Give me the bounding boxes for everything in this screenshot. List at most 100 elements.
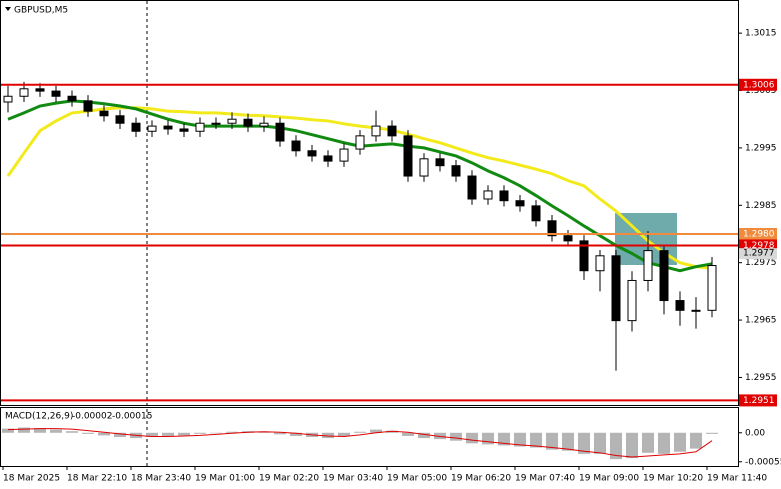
y-tick-label: 1.2975 <box>745 258 777 268</box>
candle-body <box>563 235 573 242</box>
candle-body <box>291 140 301 152</box>
candle-body <box>531 205 541 222</box>
macd-bar <box>386 430 398 433</box>
candle-body <box>435 158 445 167</box>
candle-body <box>195 122 205 132</box>
candle-body <box>163 125 173 130</box>
candle-body <box>3 95 13 103</box>
x-tick-label: 19 Mar 03:40 <box>323 474 383 484</box>
macd-bar <box>690 432 702 449</box>
level-label-box <box>739 394 777 407</box>
candle-body <box>51 90 61 97</box>
macd-bar <box>578 432 590 454</box>
macd-bar <box>562 432 574 451</box>
macd-bar <box>498 432 510 446</box>
current-price-label: 1.2977 <box>743 249 775 259</box>
candle-body <box>483 190 493 200</box>
macd-bar <box>274 432 286 435</box>
candle-body <box>83 100 93 112</box>
macd-panel-frame <box>0 407 739 467</box>
x-tick-label: 19 Mar 02:20 <box>259 474 319 484</box>
macd-bar <box>82 432 94 434</box>
y-tick-label: 1.3015 <box>745 29 777 39</box>
candle-body <box>259 122 269 127</box>
macd-bar <box>322 432 334 439</box>
candle-body <box>691 309 701 312</box>
macd-bar <box>162 432 174 436</box>
candle-body <box>419 158 429 177</box>
title-arrow <box>5 7 11 11</box>
candle-body <box>35 88 45 92</box>
macd-bar <box>66 431 78 433</box>
x-tick-label: 19 Mar 10:20 <box>643 474 703 484</box>
candle-body <box>403 135 413 177</box>
macd-bar <box>114 432 126 437</box>
macd-signal-value: -0.00015 <box>112 412 152 422</box>
y-tick-label: 0.00 <box>745 428 765 438</box>
x-tick-label: 19 Mar 01:00 <box>195 474 255 484</box>
x-tick-label: 18 Mar 2025 <box>3 474 60 484</box>
macd-bar <box>146 432 158 437</box>
x-tick-label: 19 Mar 09:00 <box>579 474 639 484</box>
y-tick-label: 1.2995 <box>745 143 777 153</box>
current-price-box <box>739 248 777 260</box>
candle-body <box>355 135 365 150</box>
candle-body <box>179 128 189 132</box>
candle-body <box>339 148 349 162</box>
candle-body <box>611 255 621 322</box>
candle-body <box>307 150 317 157</box>
x-tick-label: 19 Mar 05:00 <box>387 474 447 484</box>
candle-body <box>659 250 669 302</box>
candle-body <box>579 240 589 272</box>
candle-body <box>499 190 509 202</box>
macd-signal <box>7 428 713 458</box>
candle-body <box>467 175 477 200</box>
y-tick-label: 1.2965 <box>745 316 777 326</box>
candle-body <box>99 110 109 117</box>
y-tick-label: 1.3005 <box>745 86 777 96</box>
macd-bar <box>642 432 654 453</box>
candle-body <box>19 88 29 97</box>
level-label: 1.3006 <box>743 80 775 90</box>
macd-bar <box>194 432 206 434</box>
macd-value: -0.00002 <box>72 412 112 422</box>
candle-body <box>211 122 221 125</box>
macd-bar <box>34 428 46 433</box>
candle-body <box>643 250 653 281</box>
candle-body <box>275 122 285 142</box>
macd-bar <box>178 432 190 436</box>
macd-bar <box>450 432 462 441</box>
macd-bar <box>258 431 270 433</box>
macd-bar <box>18 427 30 433</box>
macd-bar <box>530 432 542 448</box>
chart-title: GBPUSD,M5 <box>14 6 68 16</box>
x-tick-label: 18 Mar 23:40 <box>131 474 191 484</box>
macd-title: MACD(12,26,9) <box>5 412 73 422</box>
candle-body <box>147 125 157 132</box>
candle-body <box>131 122 141 132</box>
x-tick-label: 18 Mar 22:10 <box>67 474 127 484</box>
macd-bar <box>2 428 14 433</box>
macd-bar <box>610 432 622 460</box>
macd-bar <box>482 432 494 445</box>
level-label: 1.2980 <box>743 229 775 239</box>
macd-bar <box>290 432 302 436</box>
candle-body <box>675 300 685 311</box>
macd-bar <box>98 432 110 436</box>
y-tick-label: -0.00055 <box>745 457 781 467</box>
candle-body <box>371 125 381 137</box>
candle-body <box>707 265 717 311</box>
candle-body <box>67 95 77 102</box>
macd-bar <box>546 432 558 450</box>
candle-body <box>595 255 605 272</box>
macd-bar <box>466 432 478 444</box>
x-tick-label: 19 Mar 06:20 <box>451 474 511 484</box>
macd-bar <box>402 432 414 436</box>
macd-bar <box>418 432 430 439</box>
macd-bar <box>626 432 638 459</box>
macd-bar <box>370 429 382 433</box>
x-tick-label: 19 Mar 11:40 <box>707 474 767 484</box>
y-tick-label: 1.2985 <box>745 201 777 211</box>
macd-bar <box>354 431 366 433</box>
